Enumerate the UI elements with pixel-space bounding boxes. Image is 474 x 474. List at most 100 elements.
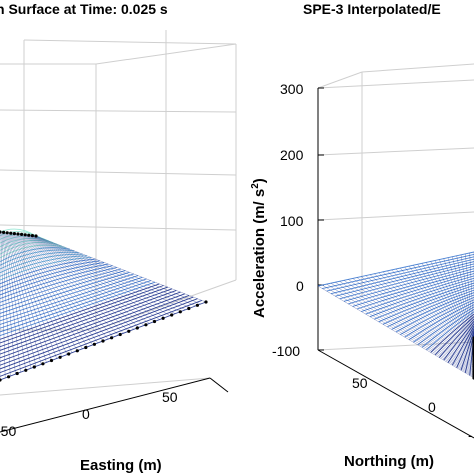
mesh-line [356,277,474,369]
mesh-line [361,276,474,368]
right-z-axis [317,87,474,439]
mesh-point [20,232,24,236]
left-edge-points [0,230,208,382]
mesh-line [23,234,135,330]
mesh-point [32,365,36,369]
mesh-line [20,234,119,336]
right-z-tick: 100 [280,213,304,229]
mesh-line [460,254,474,342]
mesh-line [27,234,160,320]
right-x-axis-label: Northing (m) [344,453,434,470]
mesh-line [22,234,129,332]
mesh-line [387,289,474,328]
mesh-point [144,323,148,327]
left-title: n Surface at Time: 0.025 s [0,1,168,17]
mesh-line [3,232,21,373]
mesh-point [58,355,62,359]
right-y-axis-label-end: ) [251,178,268,183]
mesh-line [35,235,201,305]
mesh-line [413,304,474,343]
mesh-line [2,232,16,375]
mesh-line [382,271,474,362]
mesh-point [12,232,16,236]
right-z-tick: -100 [272,343,300,359]
mesh-point [118,332,122,337]
mesh-line [21,234,124,334]
mesh-line [12,233,73,353]
right-y-tick: - [468,427,473,443]
mesh-line [387,270,474,361]
mesh-line [456,255,474,343]
mesh-point [204,300,208,304]
mesh-point [101,339,105,343]
mesh-line [19,234,114,338]
mesh-point [23,233,27,237]
mesh-line [0,270,126,311]
mesh-line [330,282,474,375]
mesh-point [7,375,11,379]
mesh-line [369,274,474,365]
mesh-line [391,269,474,360]
mesh-point [27,233,31,237]
mesh-line [11,233,68,355]
mesh-line [374,273,474,364]
mesh-line [378,272,474,363]
mesh-line [0,232,6,379]
mesh-line [395,268,474,359]
mesh-line [469,252,474,340]
mesh-line [16,233,99,344]
left-x-tick: 50 [162,389,178,405]
mesh-point [92,342,96,346]
mesh-line [417,264,474,353]
mesh-line [1,232,11,377]
mesh-line [14,233,83,349]
mesh-line [15,233,88,348]
mesh-line [25,234,150,324]
mesh-line [24,234,140,328]
mesh-line [443,258,474,346]
mesh-line [400,267,474,358]
mesh-point [178,310,182,314]
mesh-point [84,345,88,350]
mesh-line [0,261,105,292]
mesh-line [0,265,113,300]
mesh-point [41,362,45,366]
mesh-line [417,306,474,346]
mesh-line [17,233,104,342]
mesh-line [430,261,474,350]
left-x-tick: -50 [0,423,16,439]
mesh-line [35,235,207,303]
left-floor-axis [0,377,229,433]
mesh-line [30,235,176,314]
mesh-line [0,273,134,318]
mesh-line [9,233,57,359]
right-y-axis-label-sup: 2 [250,183,261,189]
mesh-point [34,234,38,238]
mesh-line [0,271,130,314]
mesh-line [33,235,191,309]
mesh-line [408,266,474,355]
mesh-line [352,278,474,370]
mesh-point [75,349,79,353]
mesh-point [5,231,9,235]
mesh-line [439,259,474,347]
right-z-tick: 0 [296,278,304,294]
mesh-line [365,275,474,366]
mesh-line [31,235,181,313]
mesh-line [413,265,474,354]
right-y-tick: 50 [352,375,368,391]
mesh-line [8,232,52,361]
right-y-axis-label-main: Acceleration (m/ s [251,189,268,318]
right-surface-mesh [317,251,474,379]
right-y-axis-label: Acceleration (m/ s2) [250,178,268,318]
mesh-line [25,234,145,326]
mesh-line [322,284,474,378]
mesh-line [0,268,122,307]
left-x-axis-label: Easting (m) [80,457,162,474]
right-z-tick: 300 [280,81,304,97]
mesh-point [170,313,174,317]
mesh-line [348,279,474,371]
mesh-point [30,234,34,238]
mesh-line [452,256,474,344]
